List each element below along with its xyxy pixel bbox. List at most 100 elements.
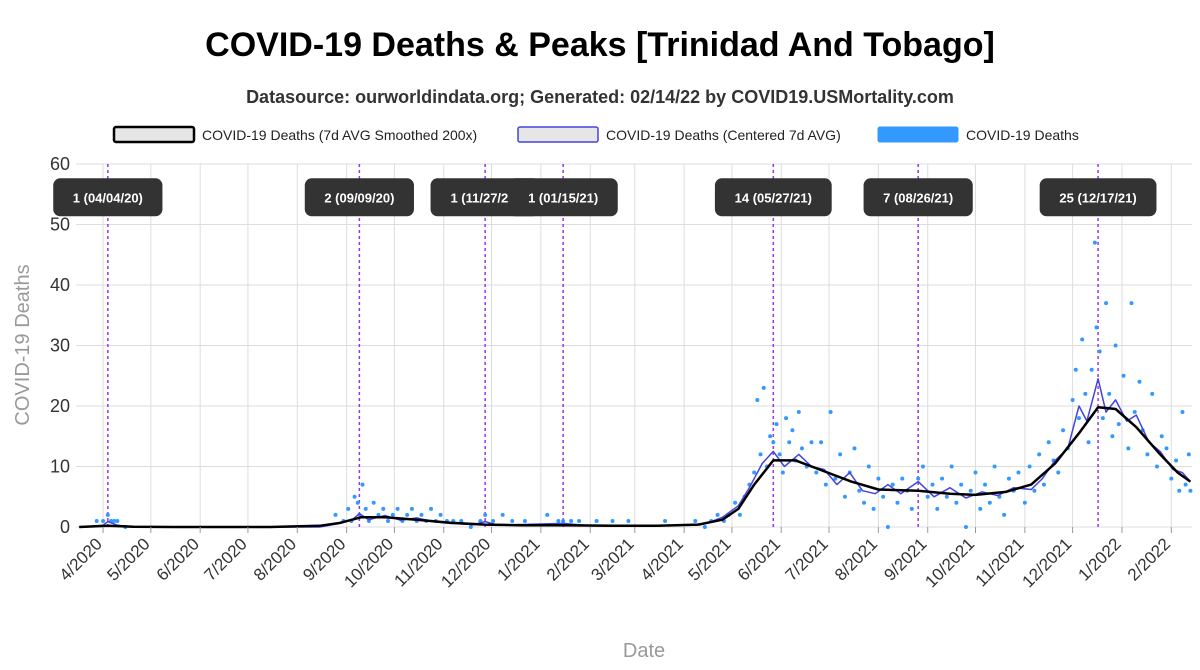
data-point bbox=[1126, 446, 1131, 451]
peak-label: 7 (08/26/21) bbox=[863, 178, 973, 217]
data-point bbox=[405, 512, 410, 517]
peak-label-box bbox=[53, 178, 163, 217]
data-point bbox=[1092, 240, 1097, 245]
data-point bbox=[862, 500, 867, 505]
data-point bbox=[1002, 512, 1007, 517]
data-point bbox=[1080, 337, 1085, 342]
data-point bbox=[1129, 301, 1134, 306]
data-point bbox=[1107, 391, 1112, 396]
legend-label: COVID-19 Deaths (Centered 7d AVG) bbox=[606, 127, 841, 143]
x-tick-label: 8/2020 bbox=[250, 534, 300, 584]
series-line-smoothed bbox=[79, 405, 1192, 529]
data-point bbox=[992, 464, 997, 469]
legend-item[interactable]: COVID-19 Deaths bbox=[877, 126, 1079, 143]
x-tick-label: 6/2021 bbox=[734, 534, 784, 584]
data-point bbox=[1132, 410, 1137, 415]
data-point bbox=[1089, 367, 1094, 372]
data-point bbox=[900, 476, 905, 481]
x-tick-label: 10/2021 bbox=[921, 534, 978, 591]
data-point bbox=[1116, 422, 1121, 427]
data-point bbox=[115, 518, 120, 523]
data-point bbox=[333, 512, 338, 517]
legend-item[interactable]: COVID-19 Deaths (Centered 7d AVG) bbox=[517, 126, 841, 143]
peak-label-text: 1 (01/15/21) bbox=[528, 190, 598, 205]
data-point bbox=[1032, 488, 1037, 493]
data-point bbox=[987, 500, 992, 505]
peak-label-text: 25 (12/17/21) bbox=[1059, 190, 1136, 205]
data-point bbox=[429, 506, 434, 511]
x-tick-label: 12/2020 bbox=[437, 534, 494, 591]
data-point bbox=[500, 512, 505, 517]
data-point bbox=[594, 518, 599, 523]
x-tick-label: 1/2022 bbox=[1075, 534, 1125, 584]
y-tick-label: 20 bbox=[50, 396, 70, 416]
data-point bbox=[663, 518, 668, 523]
data-point bbox=[799, 446, 804, 451]
data-point bbox=[949, 464, 954, 469]
data-point bbox=[355, 500, 360, 505]
data-point bbox=[1159, 434, 1164, 439]
data-point bbox=[925, 494, 930, 499]
data-point bbox=[787, 440, 792, 445]
peak-label-text: 14 (05/27/21) bbox=[735, 190, 812, 205]
legend-item[interactable]: COVID-19 Deaths (7d AVG Smoothed 200x) bbox=[112, 125, 477, 144]
data-point bbox=[1022, 500, 1027, 505]
data-point bbox=[758, 452, 763, 457]
y-axis: 0 10 20 30 40 50 60 bbox=[50, 154, 70, 537]
data-point bbox=[1037, 452, 1042, 457]
data-point bbox=[963, 525, 968, 529]
data-point bbox=[1145, 452, 1150, 457]
data-point bbox=[1164, 446, 1169, 451]
data-point bbox=[1169, 476, 1174, 481]
data-point bbox=[381, 506, 386, 511]
x-tick-label: 4/2020 bbox=[56, 534, 106, 584]
data-point bbox=[819, 440, 824, 445]
data-point bbox=[1150, 391, 1155, 396]
data-point bbox=[973, 470, 978, 475]
data-point bbox=[101, 518, 106, 523]
legend-swatch bbox=[112, 125, 196, 144]
data-point bbox=[737, 512, 742, 517]
data-point bbox=[1097, 349, 1102, 354]
data-point bbox=[360, 482, 365, 487]
chart-title: COVID-19 Deaths & Peaks [Trinidad And To… bbox=[205, 26, 995, 64]
x-tick-label: 2/2022 bbox=[1124, 534, 1174, 584]
data-point bbox=[459, 518, 464, 523]
data-point bbox=[968, 488, 973, 493]
data-point bbox=[1006, 476, 1011, 481]
x-tick-label: 10/2020 bbox=[340, 534, 397, 591]
y-tick-label: 10 bbox=[50, 457, 70, 477]
data-point bbox=[1154, 464, 1159, 469]
data-point bbox=[1174, 458, 1179, 463]
data-point bbox=[768, 434, 773, 439]
data-point bbox=[790, 428, 795, 433]
data-point bbox=[1110, 434, 1115, 439]
data-point bbox=[1073, 367, 1078, 372]
data-point bbox=[777, 452, 782, 457]
points-layer bbox=[94, 240, 1193, 529]
data-point bbox=[1083, 391, 1088, 396]
data-point bbox=[733, 500, 738, 505]
legend-label: COVID-19 Deaths bbox=[966, 127, 1079, 143]
x-axis-label: Date bbox=[623, 640, 665, 662]
data-point bbox=[390, 512, 395, 517]
data-point bbox=[510, 518, 515, 523]
data-point bbox=[395, 506, 400, 511]
data-point bbox=[561, 518, 566, 523]
data-point bbox=[866, 464, 871, 469]
data-point bbox=[577, 518, 582, 523]
data-point bbox=[842, 494, 847, 499]
x-tick-label: 7/2020 bbox=[201, 534, 251, 584]
data-point bbox=[774, 422, 779, 427]
data-point bbox=[784, 416, 789, 421]
x-tick-label: 3/2021 bbox=[587, 534, 637, 584]
y-tick-label: 30 bbox=[50, 336, 70, 356]
data-point bbox=[814, 470, 819, 475]
peak-label-box bbox=[508, 178, 618, 217]
data-point bbox=[545, 512, 550, 517]
data-point bbox=[386, 518, 391, 523]
legend-swatch bbox=[877, 126, 959, 143]
x-tick-label: 5/2021 bbox=[685, 534, 735, 584]
